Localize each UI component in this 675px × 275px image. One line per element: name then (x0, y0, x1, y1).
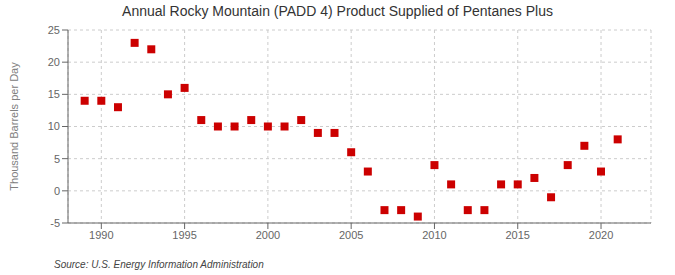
svg-text:10: 10 (48, 120, 60, 132)
html-text:Source: U.S. Energy Informatio: Source: U.S. Energy Information Administ… (54, 259, 264, 270)
html-text:Annual Rocky Mountain (PADD 4): Annual Rocky Mountain (PADD 4) Product S… (122, 3, 553, 19)
svg-text:15: 15 (48, 88, 60, 100)
svg-text:2005: 2005 (339, 229, 363, 241)
svg-text:5: 5 (54, 153, 60, 165)
svg-text:2015: 2015 (506, 229, 530, 241)
svg-text:1995: 1995 (172, 229, 196, 241)
svg-text:1990: 1990 (89, 229, 113, 241)
svg-text:2000: 2000 (256, 229, 280, 241)
svg-text:0: 0 (54, 185, 60, 197)
svg-text:25: 25 (48, 24, 60, 36)
svg-text:-5: -5 (50, 217, 60, 229)
svg-text:20: 20 (48, 56, 60, 68)
svg-text:2020: 2020 (589, 229, 613, 241)
svg-text:Thousand Barrels per Day: Thousand Barrels per Day (8, 62, 20, 191)
svg-text:2010: 2010 (422, 229, 446, 241)
